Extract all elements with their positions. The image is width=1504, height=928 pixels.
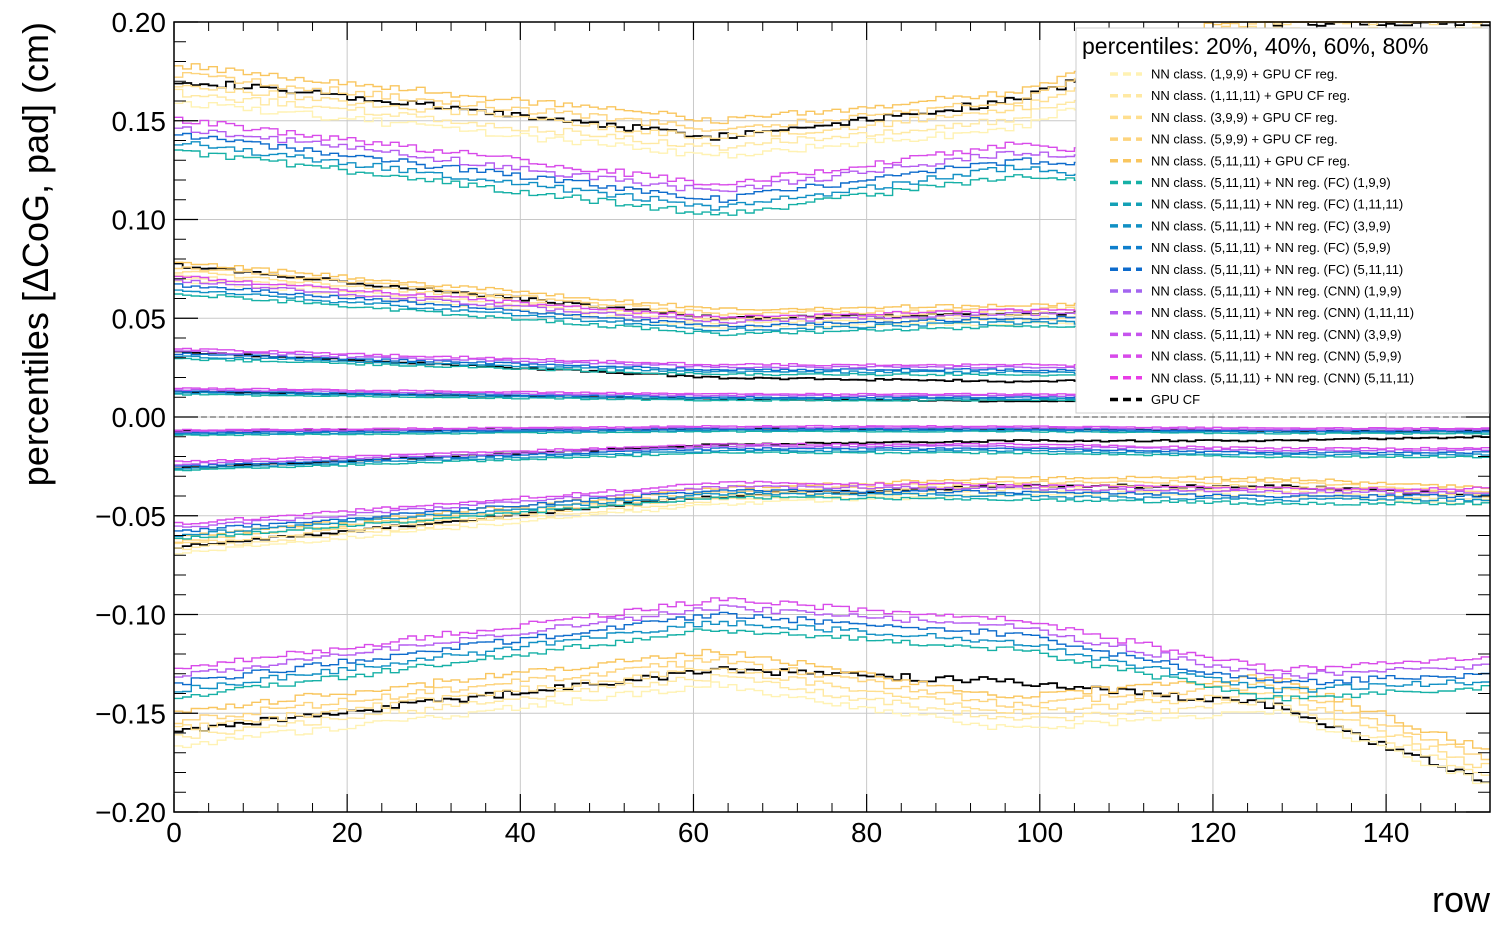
- legend-entry-label: GPU CF: [1151, 392, 1200, 407]
- y-tick-label: −0.10: [95, 600, 166, 631]
- legend-box: [1075, 27, 1490, 414]
- series-line: [174, 430, 1490, 437]
- series-line: [174, 620, 1490, 694]
- legend-entry-label: NN class. (5,11,11) + NN reg. (FC) (5,11…: [1151, 262, 1403, 277]
- series-line: [174, 648, 1490, 750]
- series-line: [174, 628, 1490, 702]
- x-tick-label: 100: [1016, 817, 1063, 848]
- legend-entry-label: NN class. (5,11,11) + NN reg. (FC) (1,11…: [1151, 197, 1403, 212]
- x-axis-title: row: [1432, 879, 1491, 920]
- legend-entry-label: NN class. (5,11,11) + NN reg. (CNN) (1,9…: [1151, 284, 1402, 299]
- legend-entry-label: NN class. (5,11,11) + NN reg. (CNN) (1,1…: [1151, 305, 1414, 320]
- legend-entry-label: NN class. (5,11,11) + GPU CF reg.: [1151, 153, 1350, 168]
- series-line: [174, 611, 1490, 686]
- series-line: [174, 479, 1490, 543]
- x-tick-label: 20: [332, 817, 363, 848]
- series-line: [174, 495, 1490, 540]
- y-tick-label: 0.00: [112, 402, 167, 433]
- legend-entry-label: NN class. (5,11,11) + NN reg. (CNN) (3,9…: [1151, 327, 1402, 342]
- y-axis-title: percentiles [ΔCoG, pad] (cm): [15, 22, 56, 486]
- series-line: [174, 442, 1490, 463]
- legend-entry-label: NN class. (1,9,9) + GPU CF reg.: [1151, 67, 1338, 82]
- series-line: [174, 444, 1490, 466]
- legend-entry-label: NN class. (5,11,11) + NN reg. (FC) (5,9,…: [1151, 240, 1391, 255]
- series-line: [174, 656, 1490, 761]
- x-tick-label: 0: [166, 817, 182, 848]
- legend-entry-label: NN class. (5,9,9) + GPU CF reg.: [1151, 132, 1338, 147]
- y-tick-label: 0.10: [112, 205, 167, 236]
- series-line: [174, 597, 1490, 672]
- legend-entry-label: NN class. (5,11,11) + NN reg. (CNN) (5,1…: [1151, 370, 1414, 385]
- series-line: [174, 488, 1490, 533]
- legend-entry-label: NN class. (3,9,9) + GPU CF reg.: [1151, 110, 1338, 125]
- x-tick-label: 60: [678, 817, 709, 848]
- y-tick-label: 0.05: [112, 303, 167, 334]
- x-tick-label: 120: [1190, 817, 1237, 848]
- series-line: [174, 491, 1490, 555]
- tick-labels: 0 20 40 60 80 100 120 140 −0.20 −0.15 −0.10 −0.05 0.…: [95, 7, 1409, 848]
- series-line: [174, 681, 1490, 785]
- x-tick-label: 140: [1363, 817, 1410, 848]
- y-tick-label: −0.05: [95, 501, 166, 532]
- series-line: [174, 449, 1490, 470]
- legend-entry-label: NN class. (5,11,11) + NN reg. (FC) (1,9,…: [1151, 175, 1391, 190]
- y-tick-label: −0.15: [95, 698, 166, 729]
- legend-title: percentiles: 20%, 40%, 60%, 80%: [1082, 33, 1428, 59]
- legend-entry-label: NN class. (1,11,11) + GPU CF reg.: [1151, 88, 1350, 103]
- legend: percentiles: 20%, 40%, 60%, 80% NN class…: [1075, 27, 1490, 414]
- series-line: [174, 447, 1490, 467]
- series-line: [174, 480, 1490, 525]
- x-tick-label: 80: [851, 817, 882, 848]
- series-line: [174, 604, 1490, 679]
- series-line: [174, 491, 1490, 538]
- y-tick-label: 0.15: [112, 106, 167, 137]
- y-tick-label: 0.20: [112, 7, 167, 38]
- y-tick-label: −0.20: [95, 797, 166, 828]
- axis-ticks: [173, 21, 1491, 813]
- legend-entry-label: NN class. (5,11,11) + NN reg. (FC) (3,9,…: [1151, 218, 1391, 233]
- series-line: [174, 487, 1490, 551]
- legend-entry-label: NN class. (5,11,11) + NN reg. (CNN) (5,9…: [1151, 349, 1402, 364]
- series-line: [174, 485, 1490, 528]
- series-line: [174, 424, 1490, 431]
- x-tick-label: 40: [505, 817, 536, 848]
- series-line: [174, 667, 1490, 769]
